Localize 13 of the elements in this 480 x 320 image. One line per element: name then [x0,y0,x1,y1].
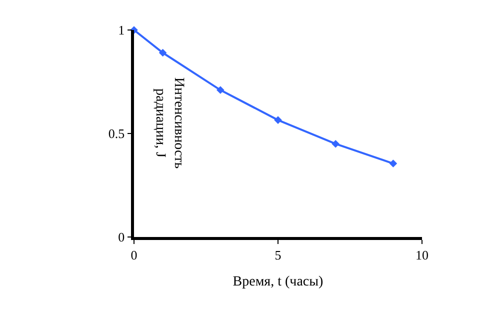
x-tick-label: 0 [130,247,138,262]
point [216,86,224,94]
x-tick-label: 10 [416,247,428,262]
y-tick-label: 0.5 [108,126,125,142]
point [274,116,282,124]
point [389,160,398,168]
point [158,48,167,57]
point [332,140,340,148]
y-axis-title: Интенсивность радиации, J [152,77,186,169]
x-axis-title: Время, t (часы) [232,274,324,290]
x-tick-label: 5 [274,247,282,262]
y-tick-label: 0 [118,230,125,245]
y-tick-label: 1 [118,22,125,38]
